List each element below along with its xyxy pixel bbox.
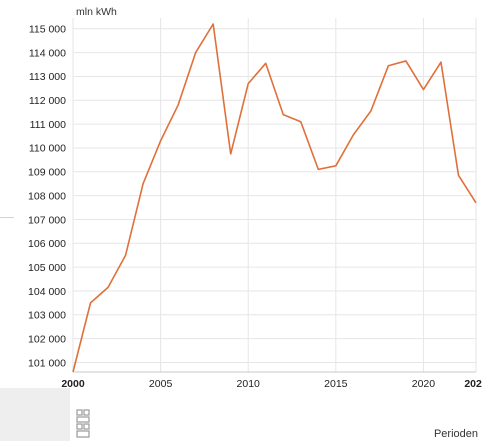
x-tick-label: 2015 [324,378,348,390]
data-point-2000[interactable]: 2000: 100600 [70,369,76,375]
y-tick-label: 107 000 [28,214,66,226]
data-point-2017[interactable]: 2017: 111550 [368,108,374,114]
data-point-2020[interactable]: 2020: 112450 [420,87,426,93]
x-tick-label: 2020 [412,378,436,390]
data-point-2003[interactable]: 2003: 105500 [123,252,129,258]
data-point-2010[interactable]: 2010: 112700 [245,81,251,87]
y-tick-label: 104 000 [28,286,66,298]
left-panel-strip [0,388,70,441]
cbs-logo-icon [76,409,90,438]
y-tick-label: 108 000 [28,190,66,202]
y-tick-label: 109 000 [28,167,66,179]
y-tick-label: 103 000 [28,310,66,322]
x-tick-label: 2005 [149,378,173,390]
data-point-2008[interactable]: 2008: 115200 [210,21,216,27]
data-point-2022[interactable]: 2022: 108850 [455,172,461,178]
x-tick-label: 2000 [61,378,85,390]
data-point-2018[interactable]: 2018: 113450 [385,63,391,69]
data-point-2005[interactable]: 2005: 110300 [158,138,164,144]
data-point-2006[interactable]: 2006: 111800 [175,102,181,108]
data-point-2009[interactable]: 2009: 109750 [228,151,234,157]
y-tick-label: 102 000 [28,333,66,345]
y-axis-ticks: 101 000 102 000 103 000 104 000 105 000 106 0… [28,24,66,370]
data-point-2012[interactable]: 2012: 111400 [280,112,286,118]
data-point-2004[interactable]: 2004: 108500 [140,181,146,187]
data-point-2014[interactable]: 2014: 109100 [315,166,321,172]
data-point-2019[interactable]: 2019: 113650 [403,58,409,64]
series-line [72,23,477,373]
y-tick-label: 106 000 [28,238,66,250]
data-point-2001[interactable]: 2001: 103500 [88,300,94,306]
data-point-2015[interactable]: 2015: 109250 [333,163,339,169]
x-tick-label: 2010 [237,378,261,390]
left-panel-divider [0,217,14,218]
y-tick-label: 111 000 [30,119,67,131]
y-tick-label: 115 000 [29,24,66,36]
y-tick-label: 105 000 [28,262,66,274]
data-point-2016[interactable]: 2016: 110550 [350,132,356,138]
y-tick-label: 110 000 [29,143,66,155]
data-points: 2000: 100600 2001: 103500 2002: 104150 2003… [70,21,479,375]
y-axis-unit-label: mln kWh [76,6,117,18]
data-point-2013[interactable]: 2013: 111100 [298,119,304,125]
y-tick-label: 114 000 [29,47,66,59]
data-point-2011[interactable]: 2011: 113550 [263,60,269,66]
x-axis-ticks: 2000 2005 2010 2015 2020 2023 [61,378,482,390]
y-tick-label: 112 000 [29,95,66,107]
x-axis-label: Perioden [433,428,478,440]
data-point-2021[interactable]: 2021: 113600 [438,59,444,65]
chart-series [72,23,477,373]
y-tick-label: 101 000 [28,357,66,369]
chart-grid [72,18,477,372]
data-point-2002[interactable]: 2002: 104150 [105,284,111,290]
x-tick-label: 2023 [464,378,482,390]
y-tick-label: 113 000 [29,71,66,83]
data-point-2023[interactable]: 2023: 107700 [473,200,479,206]
